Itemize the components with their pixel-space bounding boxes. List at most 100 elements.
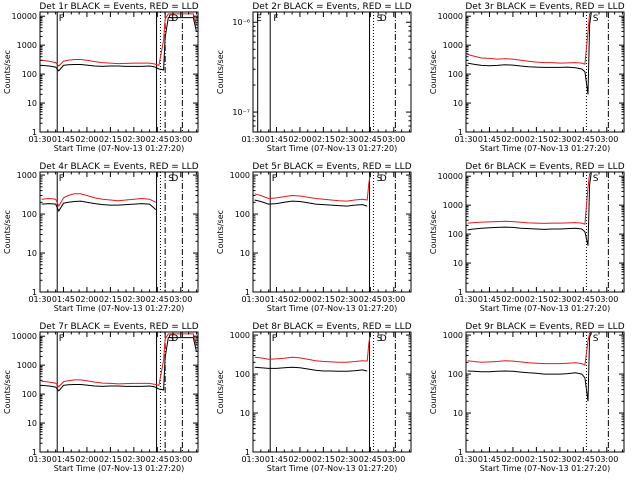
y-tick-label: 10 [453,409,463,418]
series-group [467,332,592,402]
x-axis: 01:30 01:45 02:00 02:15 02:30 02:45 03:00Start… [241,12,410,153]
x-tick-label: 02:30 [122,295,145,304]
x-tick-label: 02:00 [288,135,311,144]
y-tick-label: 100 [22,390,37,399]
x-tick-label: 01:30 [454,455,477,464]
y-tick-label: 10 [240,249,250,258]
chart-title: Det 4r BLACK = Events, RED = LLD [39,162,198,172]
y-axis: 1 10 100 1000 10000 Counts/sec [429,172,624,297]
y-axis-label: Counts/sec [216,370,225,414]
y-axis-label: Counts/sec [3,50,12,94]
x-axis-label: Start Time (07-Nov-13 01:27:20) [480,304,610,313]
series-lld-line [254,333,371,363]
plot-frame [39,331,199,453]
series-lld-line [467,332,592,366]
series-events-line [254,199,368,207]
plot-frame [465,171,625,293]
x-axis-label: Start Time (07-Nov-13 01:27:20) [480,144,610,153]
y-tick-label: 1 [245,448,250,457]
y-tick-label: 100 [448,230,463,239]
chart-title: Det 7r BLACK = Events, RED = LLD [39,322,198,332]
marker-label: D [380,14,387,24]
chart-title: Det 2r BLACK = Events, RED = LLD [252,2,411,12]
series-events-line [467,13,592,95]
x-tick-label: 01:30 [28,455,51,464]
chart-title: Det 5r BLACK = Events, RED = LLD [252,162,411,172]
x-tick-label: 03:00 [169,455,192,464]
plot-frame [252,171,412,293]
x-axis: 01:30 01:45 02:00 02:15 02:30 02:45 03:00Start… [241,172,410,313]
series-group [41,193,157,213]
x-tick-label: 02:45 [572,135,595,144]
x-tick-label: 01:45 [265,135,288,144]
series-lld-line [41,333,197,388]
chart-panel-6: Det 6r BLACK = Events, RED = LLDS1101001… [429,162,625,313]
y-axis: 10⁻⁷ 10⁻⁶ Counts/sec [216,18,411,133]
event-markers: S [585,12,609,132]
x-tick-label: 02:00 [501,455,524,464]
plot-frame [465,331,625,453]
y-axis-label: Counts/sec [429,50,438,94]
y-tick-label: 10 [27,99,37,108]
y-tick-label: 10000 [438,12,463,21]
marker-label: F [59,14,64,24]
marker-label: D [171,14,178,24]
series-lld-line [254,173,371,202]
x-tick-label: 02:15 [525,135,548,144]
y-tick-label: 10⁻⁶ [232,18,250,27]
y-tick-label: 100 [235,370,250,379]
series-events-line [41,17,197,72]
x-tick-label: 02:00 [288,455,311,464]
x-tick-label: 02:15 [312,135,335,144]
y-tick-label: 100 [235,210,250,219]
series-lld-line [41,193,157,208]
x-tick-label: 01:30 [28,135,51,144]
x-axis-label: Start Time (07-Nov-13 01:27:20) [267,464,397,473]
x-tick-label: 03:00 [382,295,405,304]
x-tick-label: 02:30 [548,135,571,144]
series-lld-line [467,12,592,65]
y-tick-label: 1000 [17,41,37,50]
series-events-line [467,173,592,246]
marker-label: F [59,174,64,184]
series-events-line [41,200,157,213]
y-axis: 1 10 100 1000 10000 Counts/sec [3,332,198,457]
x-tick-label: 02:45 [572,455,595,464]
x-tick-label: 03:00 [169,295,192,304]
marker-label: S [377,174,383,184]
x-tick-label: 02:00 [501,295,524,304]
x-tick-label: 02:00 [75,295,98,304]
chart-panel-9: Det 9r BLACK = Events, RED = LLDS1101001… [429,322,625,473]
y-axis-label: Counts/sec [429,370,438,414]
x-tick-label: 03:00 [595,295,618,304]
series-group [254,333,371,372]
y-axis: 1 10 100 1000 10000 Counts/sec [3,12,198,137]
x-tick-label: 03:00 [382,135,405,144]
x-tick-label: 02:30 [335,135,358,144]
x-tick-label: 02:15 [99,135,122,144]
x-tick-label: 02:15 [312,295,335,304]
x-tick-label: 01:45 [265,295,288,304]
y-tick-label: 10⁻⁷ [232,108,250,117]
chart-title: Det 1r BLACK = Events, RED = LLD [39,2,198,12]
series-group [41,13,197,72]
x-axis: 01:30 01:45 02:00 02:15 02:30 02:45 03:00Start… [454,12,623,153]
y-tick-label: 1000 [230,171,250,180]
x-tick-label: 01:45 [265,455,288,464]
series-group [467,12,592,95]
x-tick-label: 02:45 [572,295,595,304]
marker-label: D [380,334,387,344]
chart-title: Det 8r BLACK = Events, RED = LLD [252,322,411,332]
y-tick-label: 1 [32,288,37,297]
x-tick-label: 01:30 [454,135,477,144]
event-markers: F SD [269,332,396,452]
y-tick-label: 10000 [438,172,463,181]
plot-frame [465,11,625,133]
x-axis-label: Start Time (07-Nov-13 01:27:20) [267,144,397,153]
y-tick-label: 1000 [443,201,463,210]
y-axis: 1 10 100 1000 Counts/sec [3,171,198,297]
chart-panel-3: Det 3r BLACK = Events, RED = LLDS1101001… [429,2,625,153]
x-axis: 01:30 01:45 02:00 02:15 02:30 02:45 03:00Start… [454,332,623,473]
marker-label: E [256,14,262,24]
